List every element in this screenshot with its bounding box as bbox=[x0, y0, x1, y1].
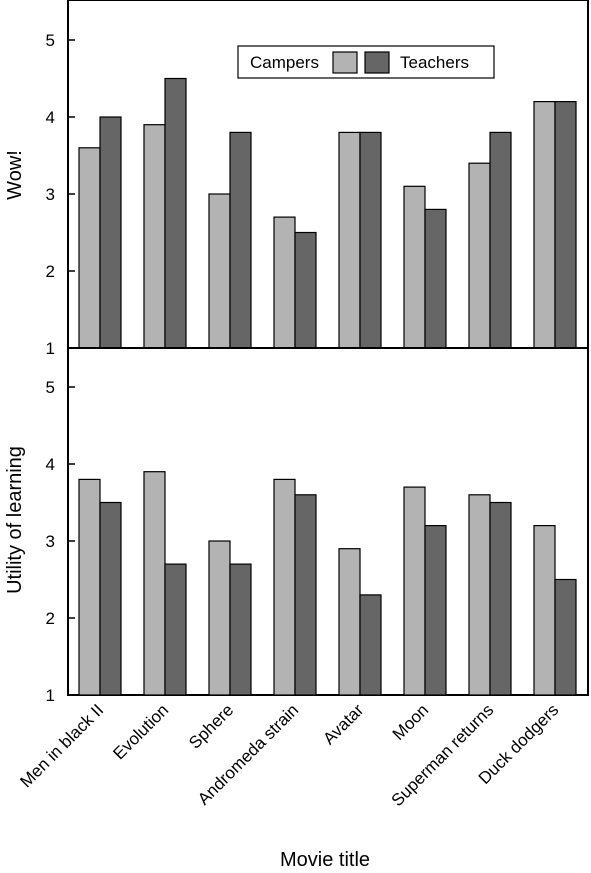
wow-ytick-label-1: 1 bbox=[46, 339, 55, 358]
wow-bar-teachers-moon bbox=[424, 208, 447, 349]
utility-plot-frame bbox=[67, 347, 589, 696]
wow-axis-label: Wow! bbox=[4, 150, 26, 200]
utility-bar-campers-evolution bbox=[143, 471, 166, 696]
x-axis-label: Movie title bbox=[280, 849, 370, 871]
wow-bar-campers-moon bbox=[403, 185, 426, 349]
legend: Campers Teachers bbox=[237, 45, 495, 79]
utility-bar-campers-andromeda-strain bbox=[273, 478, 296, 696]
utility-bar-teachers-duck-dodgers bbox=[554, 578, 577, 696]
wow-bar-teachers-men-in-black-ii bbox=[99, 116, 122, 349]
utility-ytick-label-1: 1 bbox=[46, 686, 55, 705]
wow-bar-campers-sphere bbox=[208, 193, 231, 349]
utility-bar-teachers-sphere bbox=[229, 563, 252, 696]
category-label-sphere: Sphere bbox=[185, 700, 237, 752]
wow-ytick-label-5: 5 bbox=[46, 31, 55, 50]
utility-bar-campers-superman-returns bbox=[468, 494, 491, 696]
utility-bar-campers-avatar bbox=[338, 548, 361, 696]
wow-bar-campers-avatar bbox=[338, 131, 361, 349]
legend-swatch-teachers bbox=[364, 51, 390, 74]
utility-ytick-label-5: 5 bbox=[46, 378, 55, 397]
wow-bar-campers-duck-dodgers bbox=[533, 100, 556, 349]
utility-ytick-label-2: 2 bbox=[46, 609, 55, 628]
utility-bar-teachers-evolution bbox=[164, 563, 187, 696]
wow-bar-teachers-superman-returns bbox=[489, 131, 512, 349]
utility-bar-teachers-men-in-black-ii bbox=[99, 501, 122, 696]
utility-bar-campers-moon bbox=[403, 486, 426, 696]
wow-ytick-label-4: 4 bbox=[46, 108, 55, 127]
wow-bar-teachers-andromeda-strain bbox=[294, 231, 317, 349]
category-label-evolution: Evolution bbox=[109, 700, 172, 763]
legend-label-campers: Campers bbox=[250, 53, 319, 72]
utility-axis-label: Utility of learning bbox=[4, 446, 26, 594]
category-label-avatar: Avatar bbox=[319, 700, 367, 748]
wow-bar-campers-andromeda-strain bbox=[273, 216, 296, 349]
category-label-men-in-black-ii: Men in black II bbox=[16, 700, 107, 791]
wow-bar-teachers-evolution bbox=[164, 77, 187, 349]
utility-ytick-label-4: 4 bbox=[46, 455, 55, 474]
wow-ytick-label-2: 2 bbox=[46, 262, 55, 281]
wow-bar-campers-superman-returns bbox=[468, 162, 491, 349]
utility-bar-campers-sphere bbox=[208, 540, 231, 696]
legend-label-teachers: Teachers bbox=[400, 53, 469, 72]
wow-ytick-label-3: 3 bbox=[46, 185, 55, 204]
category-labels: Men in black II Evolution SphereAndromeda … bbox=[16, 700, 562, 810]
wow-bar-campers-men-in-black-ii bbox=[78, 147, 101, 349]
utility-bar-campers-men-in-black-ii bbox=[78, 478, 101, 696]
wow-bar-teachers-sphere bbox=[229, 131, 252, 349]
utility-panel: 1 2 3 4 5 bbox=[46, 347, 589, 705]
utility-bar-teachers-avatar bbox=[359, 594, 382, 696]
utility-bar-teachers-moon bbox=[424, 524, 447, 696]
wow-panel: 1 2 3 4 5 bbox=[46, 0, 589, 358]
wow-bar-teachers-avatar bbox=[359, 131, 382, 349]
utility-bar-teachers-superman-returns bbox=[489, 501, 512, 696]
wow-bar-teachers-duck-dodgers bbox=[554, 100, 577, 349]
category-label-moon: Moon bbox=[389, 700, 433, 744]
wow-bar-campers-evolution bbox=[143, 124, 166, 349]
utility-bar-teachers-andromeda-strain bbox=[294, 494, 317, 696]
legend-swatch-campers bbox=[332, 51, 358, 74]
utility-bar-campers-duck-dodgers bbox=[533, 524, 556, 696]
utility-ytick-label-3: 3 bbox=[46, 532, 55, 551]
